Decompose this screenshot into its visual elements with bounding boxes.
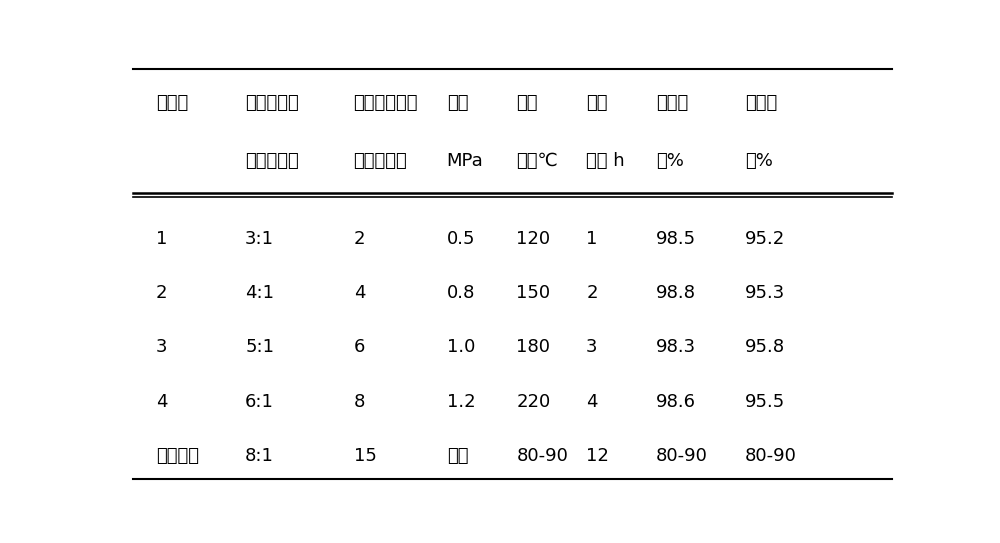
Text: 4: 4 (354, 284, 365, 302)
Text: 0.5: 0.5 (447, 230, 475, 248)
Text: 4: 4 (586, 393, 598, 411)
Text: 硫酸与物料: 硫酸与物料 (245, 94, 299, 112)
Text: 率%: 率% (745, 153, 773, 171)
Text: 98.8: 98.8 (656, 284, 696, 302)
Text: 120: 120 (516, 230, 550, 248)
Text: 150: 150 (516, 284, 550, 302)
Text: MPa: MPa (447, 153, 483, 171)
Text: 1.2: 1.2 (447, 393, 475, 411)
Text: 98.6: 98.6 (656, 393, 696, 411)
Text: 4: 4 (156, 393, 168, 411)
Text: 8: 8 (354, 393, 365, 411)
Text: 80-90: 80-90 (516, 447, 568, 465)
Text: 95.8: 95.8 (745, 338, 785, 356)
Text: 3:1: 3:1 (245, 230, 274, 248)
Text: 锗浸出: 锗浸出 (656, 94, 688, 112)
Text: 0.8: 0.8 (447, 284, 475, 302)
Text: 80-90: 80-90 (656, 447, 708, 465)
Text: 3: 3 (156, 338, 168, 356)
Text: 时间 h: 时间 h (586, 153, 625, 171)
Text: 98.3: 98.3 (656, 338, 696, 356)
Text: 压力: 压力 (447, 94, 468, 112)
Text: 80-90: 80-90 (745, 447, 797, 465)
Text: 2: 2 (156, 284, 168, 302)
Text: 98.5: 98.5 (656, 230, 696, 248)
Text: 3: 3 (586, 338, 598, 356)
Text: 6: 6 (354, 338, 365, 356)
Text: 1: 1 (156, 230, 167, 248)
Text: 95.2: 95.2 (745, 230, 785, 248)
Text: 锗回收: 锗回收 (745, 94, 777, 112)
Text: 95.3: 95.3 (745, 284, 785, 302)
Text: 传统方法: 传统方法 (156, 447, 199, 465)
Text: 180: 180 (516, 338, 550, 356)
Text: 实施例: 实施例 (156, 94, 188, 112)
Text: 5:1: 5:1 (245, 338, 274, 356)
Text: 220: 220 (516, 393, 551, 411)
Text: 95.5: 95.5 (745, 393, 785, 411)
Text: 反应: 反应 (586, 94, 608, 112)
Text: 4:1: 4:1 (245, 284, 274, 302)
Text: 1.0: 1.0 (447, 338, 475, 356)
Text: 2: 2 (586, 284, 598, 302)
Text: 15: 15 (354, 447, 376, 465)
Text: 重量百分比: 重量百分比 (354, 153, 407, 171)
Text: 常压: 常压 (447, 447, 468, 465)
Text: 8:1: 8:1 (245, 447, 274, 465)
Text: 率%: 率% (656, 153, 684, 171)
Text: 6:1: 6:1 (245, 393, 274, 411)
Text: 温度℃: 温度℃ (516, 153, 558, 171)
Text: 12: 12 (586, 447, 609, 465)
Text: 1: 1 (586, 230, 598, 248)
Text: 助浸剂占物料: 助浸剂占物料 (354, 94, 418, 112)
Text: 反应: 反应 (516, 94, 538, 112)
Text: 2: 2 (354, 230, 365, 248)
Text: 液固质量比: 液固质量比 (245, 153, 299, 171)
